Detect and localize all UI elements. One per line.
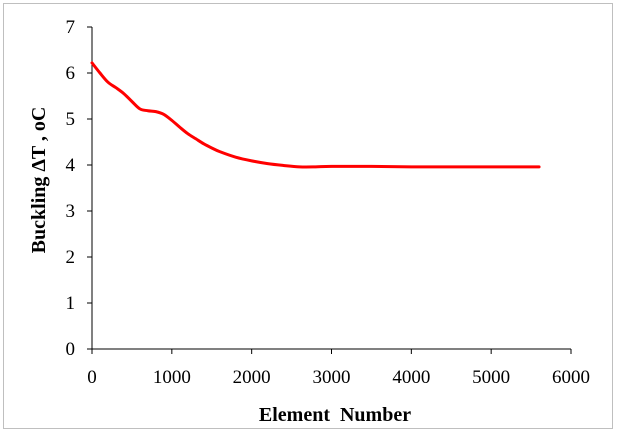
x-axis-title: Element Number bbox=[259, 404, 411, 426]
x-tick-label: 1000 bbox=[153, 367, 191, 388]
y-axis-title: Buckling ΔT , oC bbox=[28, 107, 50, 254]
y-tick-label: 6 bbox=[66, 63, 76, 84]
y-tick-label: 4 bbox=[66, 155, 76, 176]
y-tick-label: 2 bbox=[66, 247, 76, 268]
y-tick-label: 5 bbox=[66, 109, 76, 130]
x-tick-label: 2000 bbox=[233, 367, 271, 388]
chart-area bbox=[3, 3, 613, 429]
x-tick-label: 0 bbox=[87, 367, 97, 388]
x-tick-label: 4000 bbox=[392, 367, 430, 388]
x-tick-label: 5000 bbox=[472, 367, 510, 388]
y-tick-label: 3 bbox=[66, 201, 76, 222]
x-tick-label: 6000 bbox=[552, 367, 590, 388]
x-tick-label: 3000 bbox=[313, 367, 351, 388]
y-tick-label: 7 bbox=[66, 17, 76, 38]
series-line bbox=[90, 61, 541, 169]
y-tick-label: 1 bbox=[66, 293, 76, 314]
y-tick-label: 0 bbox=[66, 339, 76, 360]
plot-area: 0 1 2 3 4 5 6 7 0 1000 2000 3000 4000 5000 6000 bbox=[66, 17, 591, 388]
